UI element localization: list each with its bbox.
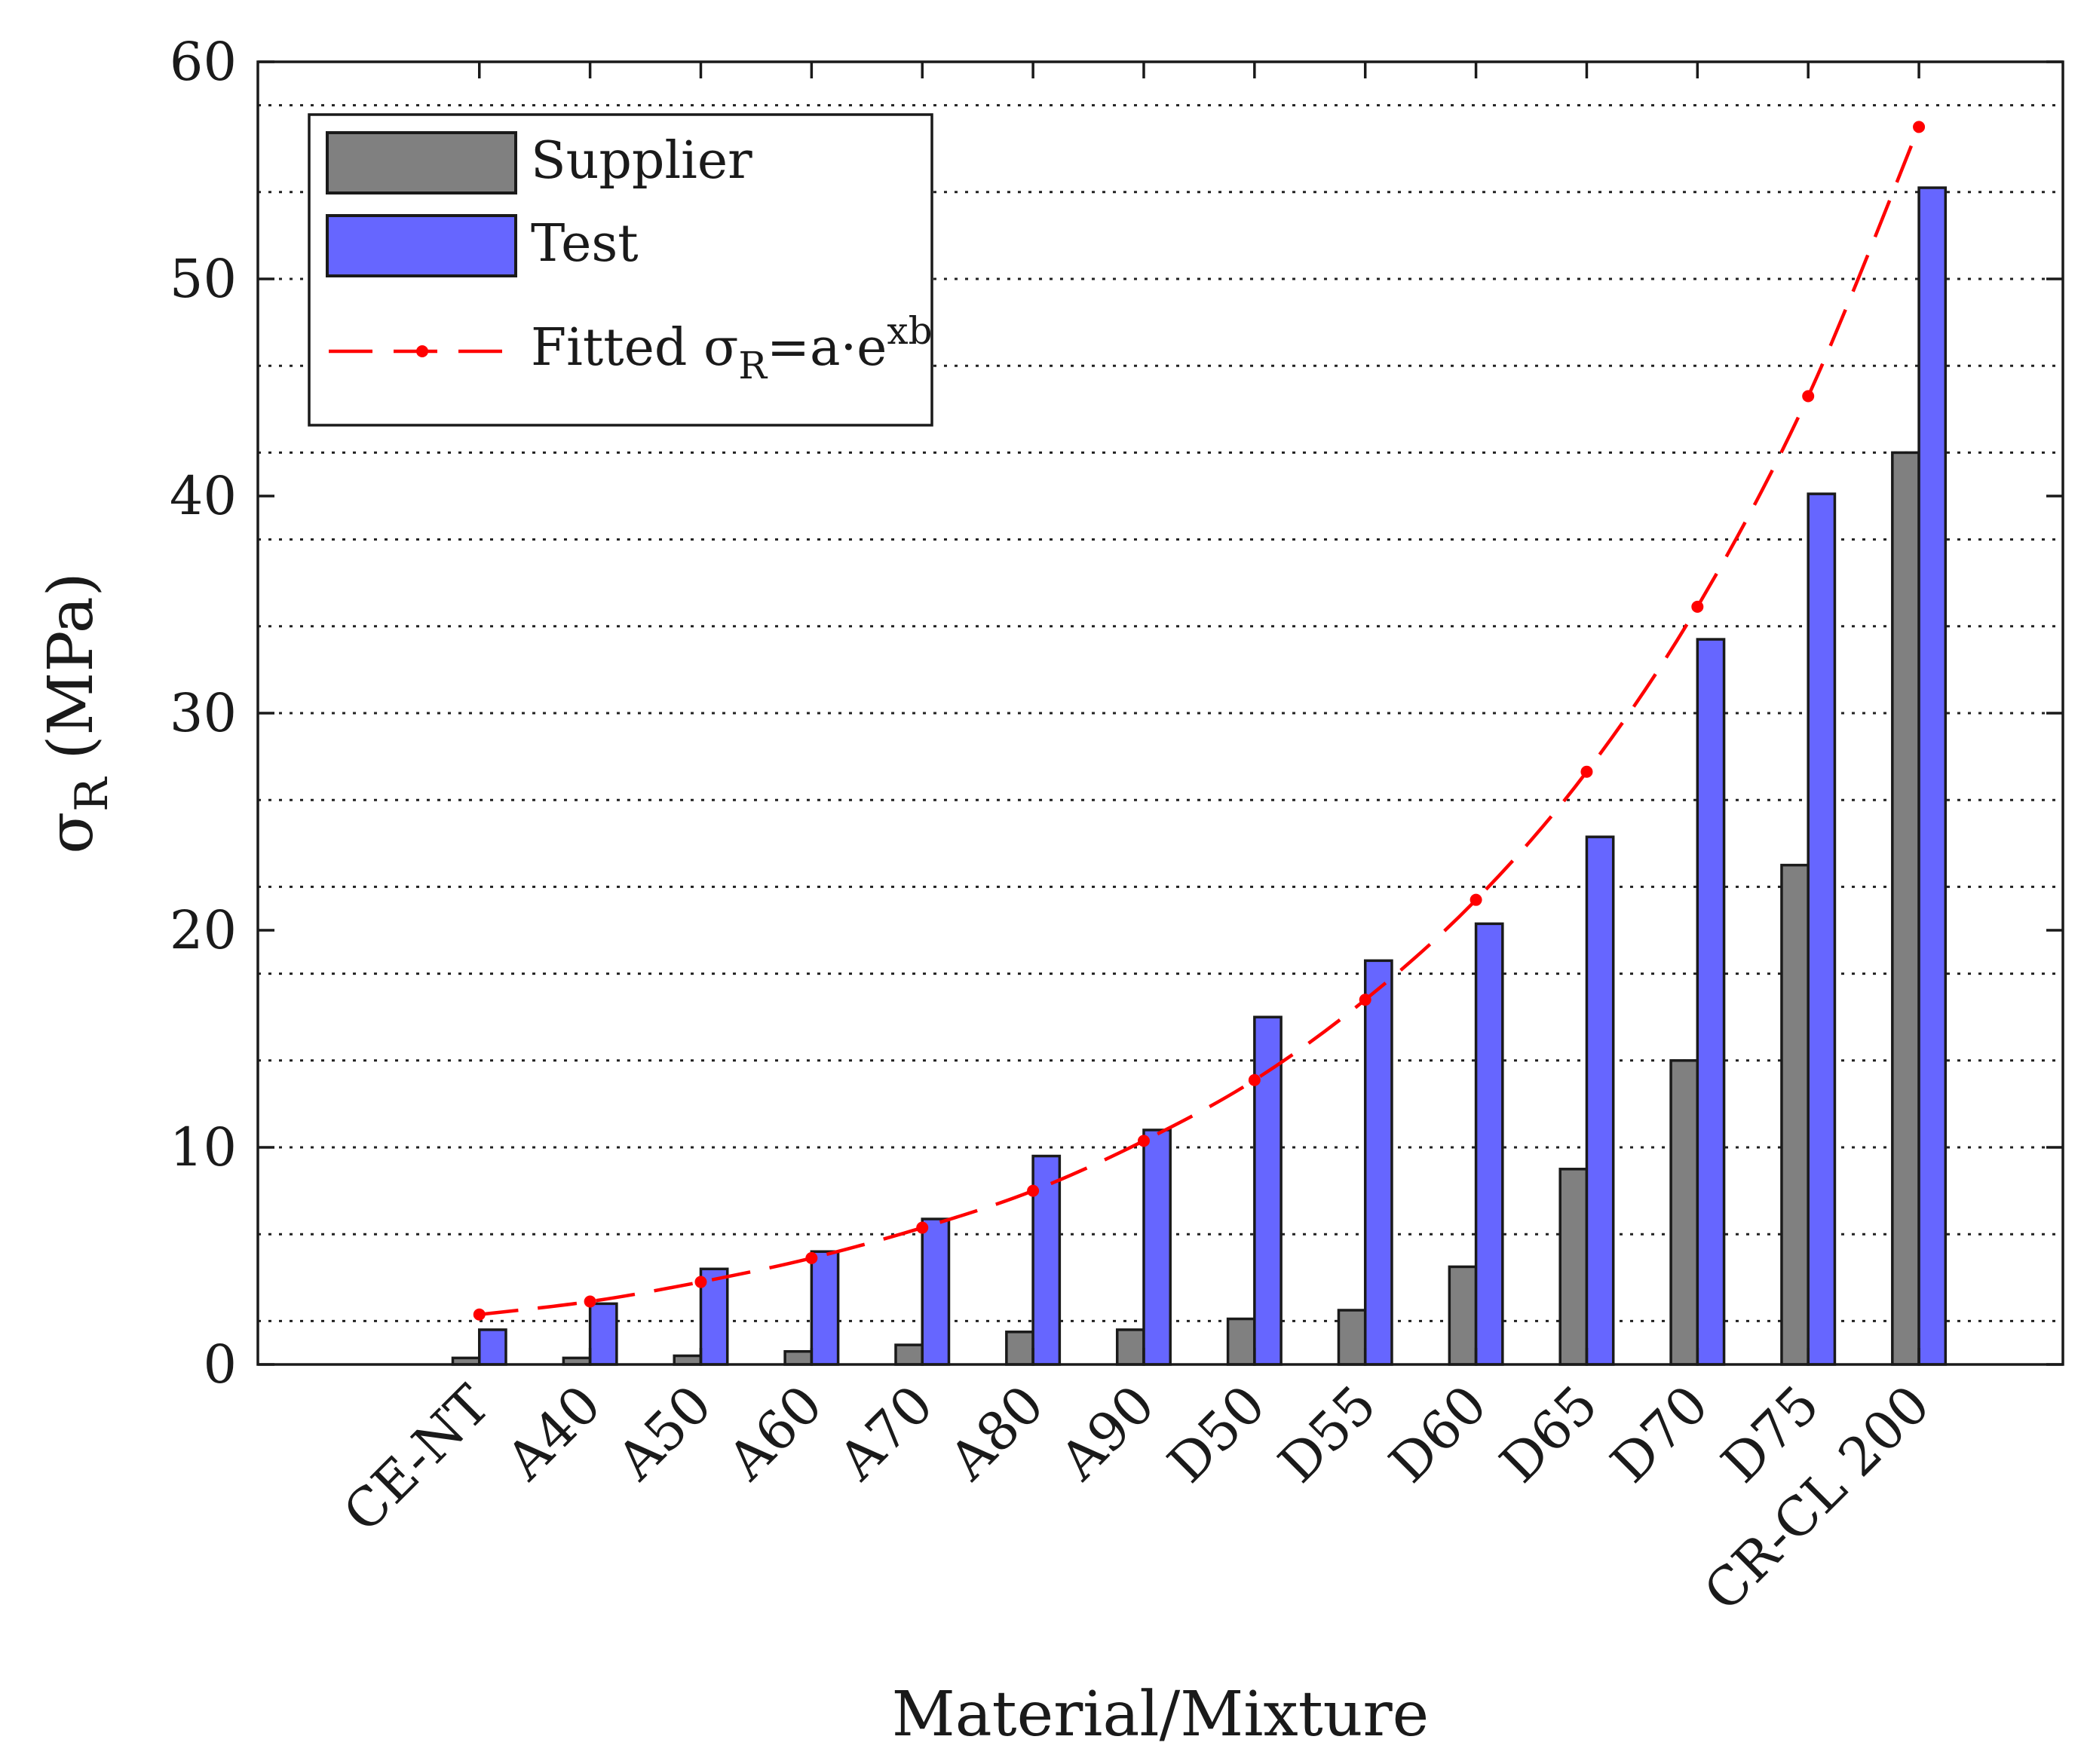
bar-supplier-a70: [894, 1343, 924, 1366]
fit-point-a90: [1137, 1135, 1150, 1147]
y-tick-label: 0: [203, 1334, 237, 1395]
x-tick-label: D60: [1378, 1374, 1499, 1495]
y-tick-label: 20: [170, 899, 237, 961]
x-tick-label: A90: [1048, 1374, 1166, 1492]
bar-supplier-a60: [783, 1349, 814, 1366]
legend-swatch-supplier: [326, 131, 517, 194]
x-tick-label: A60: [716, 1374, 834, 1492]
bar-supplier-d75: [1780, 863, 1810, 1366]
fit-point-d65: [1580, 765, 1593, 778]
legend-fitted-prefix: Fitted: [531, 318, 703, 378]
y-axis-title-subscript: R: [66, 776, 118, 812]
x-tick-label: D70: [1599, 1374, 1721, 1495]
fit-point-ce-nt: [473, 1308, 486, 1321]
y-axis-title-unit: (MPa): [35, 572, 107, 759]
x-tick-label: A50: [605, 1374, 723, 1492]
fit-curve-layer: [473, 121, 1926, 1321]
bar-supplier-d70: [1669, 1059, 1699, 1366]
x-axis-title: Material/Mixture: [892, 1679, 1429, 1750]
bar-test-a60: [810, 1250, 840, 1366]
legend-fitted-equation: =a·e: [767, 318, 887, 378]
y-tick-label: 30: [170, 682, 237, 744]
y-axis-title: σR (MPa): [35, 572, 118, 854]
x-tick-label: D50: [1156, 1374, 1277, 1495]
legend-fitted-superscript: xb: [887, 309, 932, 353]
bar-test-d50: [1253, 1015, 1283, 1366]
legend: Supplier Test Fitted σR=a·exb: [308, 113, 933, 427]
bar-supplier-d60: [1448, 1265, 1478, 1366]
bar-test-a40: [588, 1302, 618, 1366]
fit-point-a40: [584, 1295, 596, 1308]
bar-supplier-d65: [1558, 1168, 1589, 1366]
x-tick-label: A70: [826, 1374, 945, 1492]
bar-test-ce-nt: [477, 1328, 507, 1366]
legend-fitted-subscript: R: [738, 344, 768, 387]
x-tick-label: A80: [937, 1374, 1056, 1492]
bar-test-d65: [1585, 835, 1615, 1366]
x-tick-label: CE-NT: [332, 1374, 502, 1544]
bar-test-d70: [1696, 638, 1726, 1366]
bar-test-d75: [1807, 492, 1837, 1366]
legend-label-supplier: Supplier: [531, 131, 752, 191]
bar-supplier-d55: [1337, 1309, 1367, 1366]
x-tick-label: A40: [494, 1374, 612, 1492]
fit-point-a80: [1027, 1184, 1040, 1197]
bar-supplier-a90: [1115, 1328, 1145, 1366]
legend-fitted-symbol: σ: [703, 318, 738, 378]
fit-point-a50: [694, 1276, 707, 1288]
bar-test-d60: [1474, 922, 1504, 1366]
y-tick-label: 40: [170, 465, 237, 527]
fit-point-a70: [916, 1221, 929, 1234]
bar-supplier-a80: [1005, 1331, 1034, 1366]
y-tick-label: 10: [170, 1116, 237, 1178]
bar-test-cr-cl-200: [1917, 186, 1948, 1366]
fit-curve-line: [479, 126, 1921, 1316]
legend-swatch-test: [326, 214, 517, 277]
legend-marker-fitted: [416, 345, 428, 357]
legend-label-test: Test: [531, 214, 639, 274]
bar-test-a90: [1142, 1129, 1172, 1366]
fit-point-a60: [805, 1251, 818, 1264]
fit-point-d70: [1691, 600, 1704, 613]
y-tick-label: 50: [170, 248, 237, 310]
fit-point-d50: [1248, 1073, 1261, 1086]
fit-point-cr-cl-200: [1913, 121, 1926, 133]
bar-supplier-d50: [1226, 1317, 1256, 1366]
x-tick-label: D55: [1267, 1374, 1388, 1495]
fit-point-d75: [1802, 390, 1815, 403]
fit-point-d60: [1470, 893, 1482, 906]
y-tick-label: 60: [170, 31, 237, 93]
bar-test-d55: [1363, 959, 1393, 1366]
bar-test-a70: [921, 1217, 951, 1366]
x-tick-label: D65: [1488, 1374, 1610, 1495]
bar-supplier-cr-cl-200: [1891, 451, 1920, 1366]
legend-label-fitted: Fitted σR=a·exb: [531, 309, 933, 387]
y-axis-title-symbol: σ: [35, 812, 107, 854]
y-axis: 0 10 20 30 40 50 60: [170, 31, 2063, 1395]
fit-point-d55: [1359, 994, 1371, 1006]
